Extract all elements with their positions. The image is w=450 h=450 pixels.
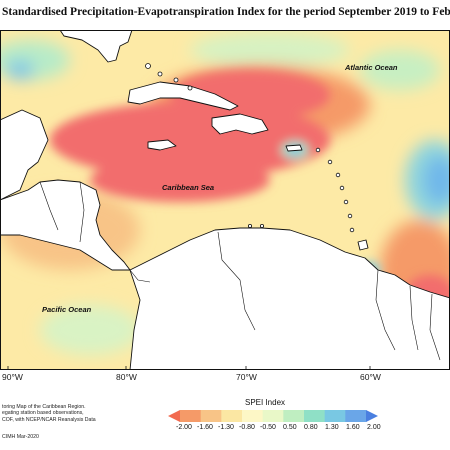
island-bahamas-2: [157, 71, 163, 77]
border-guyana-suriname: [409, 285, 419, 351]
land-central-america: [0, 179, 131, 271]
lon-label-60w: 60°W: [360, 372, 381, 382]
label-atlantic-ocean: Atlantic Ocean: [344, 63, 398, 72]
spei-map-svg: Atlantic Ocean Caribbean Sea Pacific Oce…: [0, 30, 450, 370]
island-aruba: [247, 223, 252, 228]
footnote: toring Map of the Caribbean Region. egat…: [2, 404, 142, 423]
island-bahamas-4: [187, 85, 193, 91]
legend-end-high: [366, 410, 378, 422]
label-caribbean-sea: Caribbean Sea: [162, 183, 214, 192]
label-pacific-ocean: Pacific Ocean: [42, 305, 92, 314]
wet-area-northwest: [6, 60, 34, 80]
legend-swatch: [324, 410, 346, 422]
land-florida: [59, 30, 133, 63]
island-antilles-1: [315, 147, 321, 153]
land-trinidad: [357, 239, 369, 251]
lon-label-80w: 80°W: [116, 372, 137, 382]
land-cuba: [127, 81, 239, 111]
land-hispaniola: [211, 113, 269, 135]
wet-area-east-core: [424, 156, 450, 204]
wet-area-north-atlantic: [190, 32, 350, 68]
island-antilles-5: [343, 199, 349, 205]
border-panama-colombia: [129, 269, 151, 283]
land-mexico-yucatan: [0, 109, 49, 201]
legend-tick-label: 1.60: [346, 424, 360, 431]
island-antilles-6: [347, 213, 353, 219]
lon-label-70w: 70°W: [236, 372, 257, 382]
legend-swatch: [180, 410, 202, 422]
legend-tick-label: -2.00: [176, 424, 192, 431]
legend-tick-label: -1.30: [218, 424, 234, 431]
legend-tick-label: 2.00: [367, 424, 381, 431]
footnote-line-1: toring Map of the Caribbean Region.: [2, 404, 86, 410]
legend-swatch: [200, 410, 222, 422]
island-antilles-7: [349, 227, 355, 233]
legend-swatch: [221, 410, 243, 422]
wet-area-north-east: [360, 50, 440, 90]
legend-tick-label: -0.50: [260, 424, 276, 431]
legend-tick-label: 1.30: [325, 424, 339, 431]
island-antilles-2: [327, 159, 333, 165]
island-antilles-4: [339, 185, 345, 191]
land-jamaica: [147, 139, 177, 151]
legend-tick-label: 0.50: [283, 424, 297, 431]
legend-title: SPEI Index: [245, 398, 286, 407]
legend-tick-label: -0.80: [239, 424, 255, 431]
legend-swatch: [345, 410, 367, 422]
legend-swatch: [242, 410, 264, 422]
border-suriname-french-guiana: [429, 293, 441, 361]
border-central-america-2: [79, 181, 85, 243]
legend-swatch: [304, 410, 326, 422]
footnote-line-3: COF, with NCEP/NCAR Reanalysis Data: [2, 416, 96, 423]
land-puerto-rico: [285, 144, 303, 152]
legend-colorbar: [168, 410, 378, 422]
legend-end-low: [168, 410, 180, 422]
island-antilles-3: [335, 172, 341, 178]
border-central-america-1: [39, 181, 59, 231]
island-curacao: [259, 223, 264, 228]
legend-tick-label: -1.60: [197, 424, 213, 431]
legend-tick-label: 0.80: [304, 424, 318, 431]
legend-swatch: [262, 410, 284, 422]
island-bahamas-1: [145, 63, 151, 69]
footnote-line-2: egating station based observations,: [2, 410, 84, 417]
wet-area-pacific: [40, 305, 140, 355]
border-colombia-venezuela: [217, 231, 256, 331]
land-south-america: [129, 227, 450, 370]
legend-swatch: [283, 410, 305, 422]
credit-text: CIMH Mar-2020: [2, 434, 39, 440]
map-title: Standardised Precipitation-Evapotranspir…: [2, 6, 450, 18]
island-bahamas-3: [173, 77, 179, 83]
spei-map: Atlantic Ocean Caribbean Sea Pacific Oce…: [0, 30, 450, 370]
drought-core-north: [170, 70, 330, 120]
drought-core-south: [90, 158, 270, 202]
lon-label-90w: 90°W: [2, 372, 23, 382]
border-venezuela-guyana: [375, 269, 396, 351]
